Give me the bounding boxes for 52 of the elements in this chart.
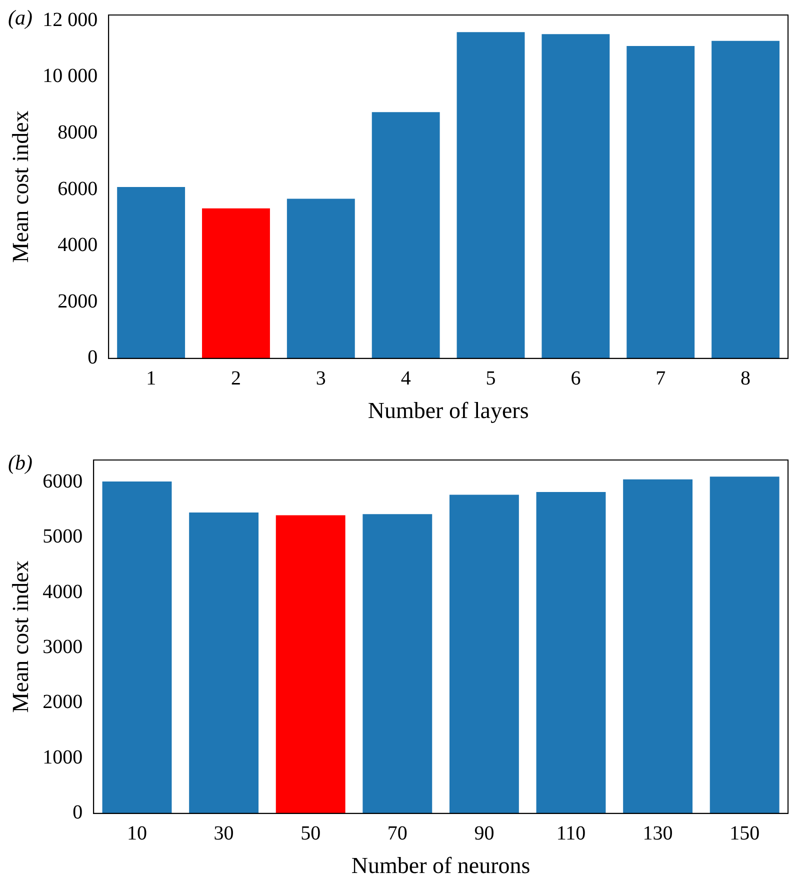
x-tick-label: 110: [556, 822, 586, 845]
y-tick-label: 8000: [58, 121, 98, 144]
x-tick-label: 10: [127, 822, 147, 845]
y-tick-label: 4000: [42, 580, 83, 603]
x-tick-label: 70: [387, 822, 408, 845]
x-tick-label: 50: [300, 822, 321, 845]
x-tick-label: 8: [740, 368, 751, 390]
x-tick-label: 30: [214, 822, 234, 845]
y-tick-label: 5000: [42, 526, 83, 548]
y-tick-label: 0: [72, 802, 83, 824]
x-tick-label: 2: [230, 368, 241, 390]
bar: [710, 476, 780, 814]
y-tick-label: 4000: [58, 234, 98, 256]
x-tick-label: 5: [486, 368, 496, 390]
bar: [276, 515, 346, 814]
bar: [117, 186, 186, 358]
y-tick-label: 3000: [42, 636, 83, 658]
x-axis-title: Number of neurons: [351, 853, 530, 878]
bar: [286, 198, 355, 358]
x-tick-label: 130: [642, 822, 673, 845]
x-tick-label: 6: [570, 368, 581, 390]
y-tick-label: 6000: [58, 178, 98, 200]
bar: [362, 514, 432, 814]
chart-title: (a): [8, 6, 32, 30]
x-tick-label: 1: [146, 368, 156, 390]
bar: [449, 494, 519, 814]
y-tick-label: 2000: [42, 691, 83, 714]
y-tick-label: 12 000: [42, 8, 98, 31]
x-tick-label: 90: [474, 822, 494, 845]
bar: [542, 34, 610, 358]
x-tick-label: 3: [316, 368, 326, 390]
x-tick-label: 4: [400, 368, 411, 390]
bar: [202, 208, 270, 358]
bar: [189, 512, 259, 814]
bar: [102, 482, 172, 814]
bar: [712, 40, 780, 358]
bar: [372, 112, 440, 358]
x-tick-label: 7: [656, 368, 666, 390]
y-axis-title: Mean cost index: [8, 560, 33, 713]
y-tick-label: 6000: [42, 470, 83, 492]
y-axis-title: Mean cost index: [8, 110, 33, 263]
chart-title: (b): [8, 450, 32, 475]
bar: [456, 32, 525, 358]
bar: [536, 492, 606, 814]
y-tick-label: 1000: [42, 746, 83, 768]
bar: [626, 46, 695, 358]
x-tick-label: 150: [730, 822, 760, 845]
bar: [623, 479, 693, 814]
y-tick-label: 0: [88, 346, 98, 369]
y-tick-label: 10 000: [42, 65, 98, 88]
y-tick-label: 2000: [58, 290, 98, 312]
x-axis-title: Number of layers: [368, 398, 529, 424]
